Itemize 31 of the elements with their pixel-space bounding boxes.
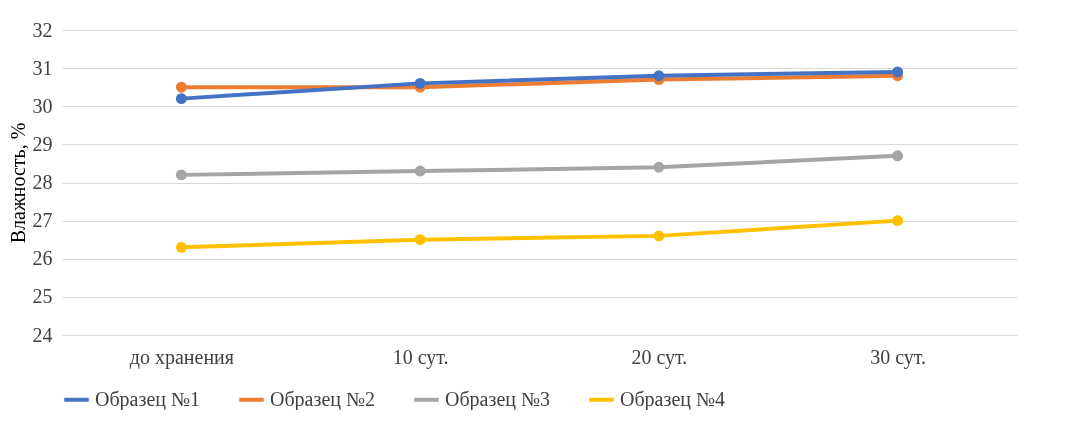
point [892,66,904,78]
y-tick-label: 31 [32,56,53,79]
point [653,70,665,82]
legend-label: Образец №1 [95,387,201,411]
x-tick-label: 30 сут. [870,345,927,369]
point [653,161,665,173]
point [892,150,904,162]
point [175,241,187,253]
x-tick-label: 10 сут. [392,345,449,369]
y-tick-label: 26 [32,247,53,270]
legend-label: Образец №4 [620,387,726,411]
legend-label: Образец №3 [445,387,551,411]
y-tick-label: 27 [32,209,53,232]
x-tick-label: до хранения [129,345,234,369]
y-axis-title: Влажность, % [6,122,29,244]
y-tick-label: 30 [32,94,53,117]
y-tick-label: 29 [32,132,53,155]
point [175,81,187,93]
point [653,230,665,242]
x-tick-label: 20 сут. [631,345,688,369]
point [175,169,187,181]
point [414,77,426,89]
legend-label: Образец №2 [270,387,376,411]
y-tick-label: 24 [32,323,53,346]
point [414,165,426,177]
point [414,234,426,246]
point [175,93,187,105]
y-tick-label: 28 [32,171,53,193]
y-tick-label: 25 [32,285,53,308]
point [892,215,904,227]
y-tick-label: 32 [32,18,53,41]
